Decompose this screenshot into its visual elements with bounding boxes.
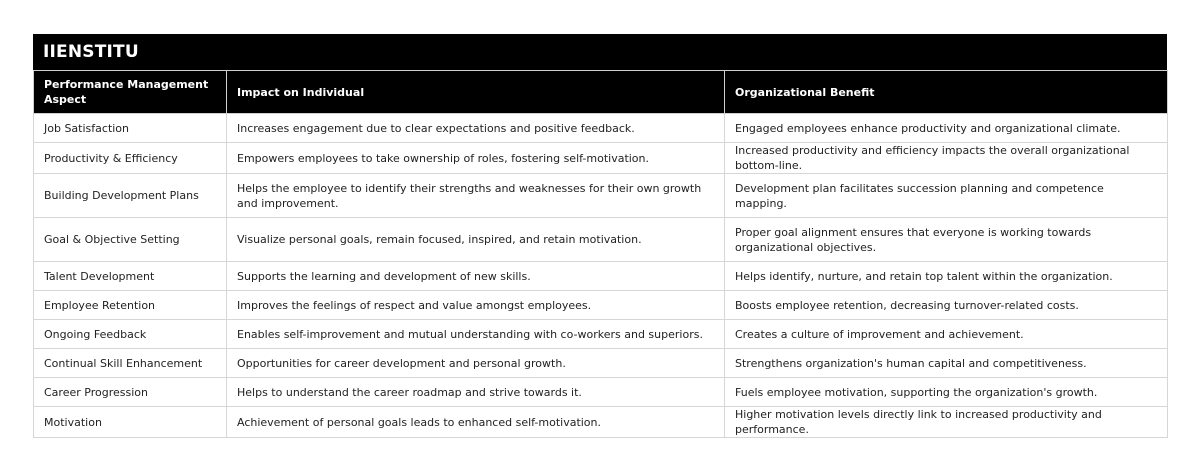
cell-impact: Enables self-improvement and mutual unde… <box>226 319 725 349</box>
cell-benefit: Engaged employees enhance productivity a… <box>724 113 1168 143</box>
header-benefit: Organizational Benefit <box>724 70 1168 114</box>
cell-benefit: Increased productivity and efficiency im… <box>724 142 1168 174</box>
cell-benefit: Proper goal alignment ensures that every… <box>724 217 1168 262</box>
cell-benefit: Strengthens organization's human capital… <box>724 348 1168 378</box>
table-row: Continual Skill Enhancement Opportunitie… <box>33 348 1168 378</box>
cell-benefit: Boosts employee retention, decreasing tu… <box>724 290 1168 320</box>
table-row: Ongoing Feedback Enables self-improvemen… <box>33 319 1168 349</box>
table-container: IIENSTITU Performance Management Aspect … <box>33 34 1168 438</box>
cell-aspect: Job Satisfaction <box>33 113 227 143</box>
cell-benefit: Development plan facilitates succession … <box>724 173 1168 218</box>
table-row: Productivity & Efficiency Empowers emplo… <box>33 142 1168 174</box>
table-row: Talent Development Supports the learning… <box>33 261 1168 291</box>
cell-impact: Visualize personal goals, remain focused… <box>226 217 725 262</box>
cell-benefit: Creates a culture of improvement and ach… <box>724 319 1168 349</box>
brand-title: IIENSTITU <box>33 34 1167 70</box>
cell-aspect: Career Progression <box>33 377 227 407</box>
table-row: Employee Retention Improves the feelings… <box>33 290 1168 320</box>
cell-impact: Achievement of personal goals leads to e… <box>226 406 725 438</box>
cell-aspect: Continual Skill Enhancement <box>33 348 227 378</box>
cell-aspect: Talent Development <box>33 261 227 291</box>
cell-impact: Increases engagement due to clear expect… <box>226 113 725 143</box>
cell-aspect: Building Development Plans <box>33 173 227 218</box>
table-row: Motivation Achievement of personal goals… <box>33 406 1168 438</box>
table-row: Career Progression Helps to understand t… <box>33 377 1168 407</box>
table-row: Building Development Plans Helps the emp… <box>33 173 1168 218</box>
cell-impact: Supports the learning and development of… <box>226 261 725 291</box>
header-impact: Impact on Individual <box>226 70 725 114</box>
table-row: Goal & Objective Setting Visualize perso… <box>33 217 1168 262</box>
table-row: Job Satisfaction Increases engagement du… <box>33 113 1168 143</box>
cell-aspect: Goal & Objective Setting <box>33 217 227 262</box>
header-aspect: Performance Management Aspect <box>33 70 227 114</box>
cell-aspect: Motivation <box>33 406 227 438</box>
cell-impact: Opportunities for career development and… <box>226 348 725 378</box>
header-row: Performance Management Aspect Impact on … <box>33 70 1168 114</box>
cell-aspect: Productivity & Efficiency <box>33 142 227 174</box>
cell-aspect: Ongoing Feedback <box>33 319 227 349</box>
cell-benefit: Helps identify, nurture, and retain top … <box>724 261 1168 291</box>
cell-impact: Empowers employees to take ownership of … <box>226 142 725 174</box>
cell-impact: Helps the employee to identify their str… <box>226 173 725 218</box>
cell-benefit: Fuels employee motivation, supporting th… <box>724 377 1168 407</box>
cell-impact: Improves the feelings of respect and val… <box>226 290 725 320</box>
cell-impact: Helps to understand the career roadmap a… <box>226 377 725 407</box>
cell-benefit: Higher motivation levels directly link t… <box>724 406 1168 438</box>
performance-table: Performance Management Aspect Impact on … <box>33 70 1168 438</box>
cell-aspect: Employee Retention <box>33 290 227 320</box>
